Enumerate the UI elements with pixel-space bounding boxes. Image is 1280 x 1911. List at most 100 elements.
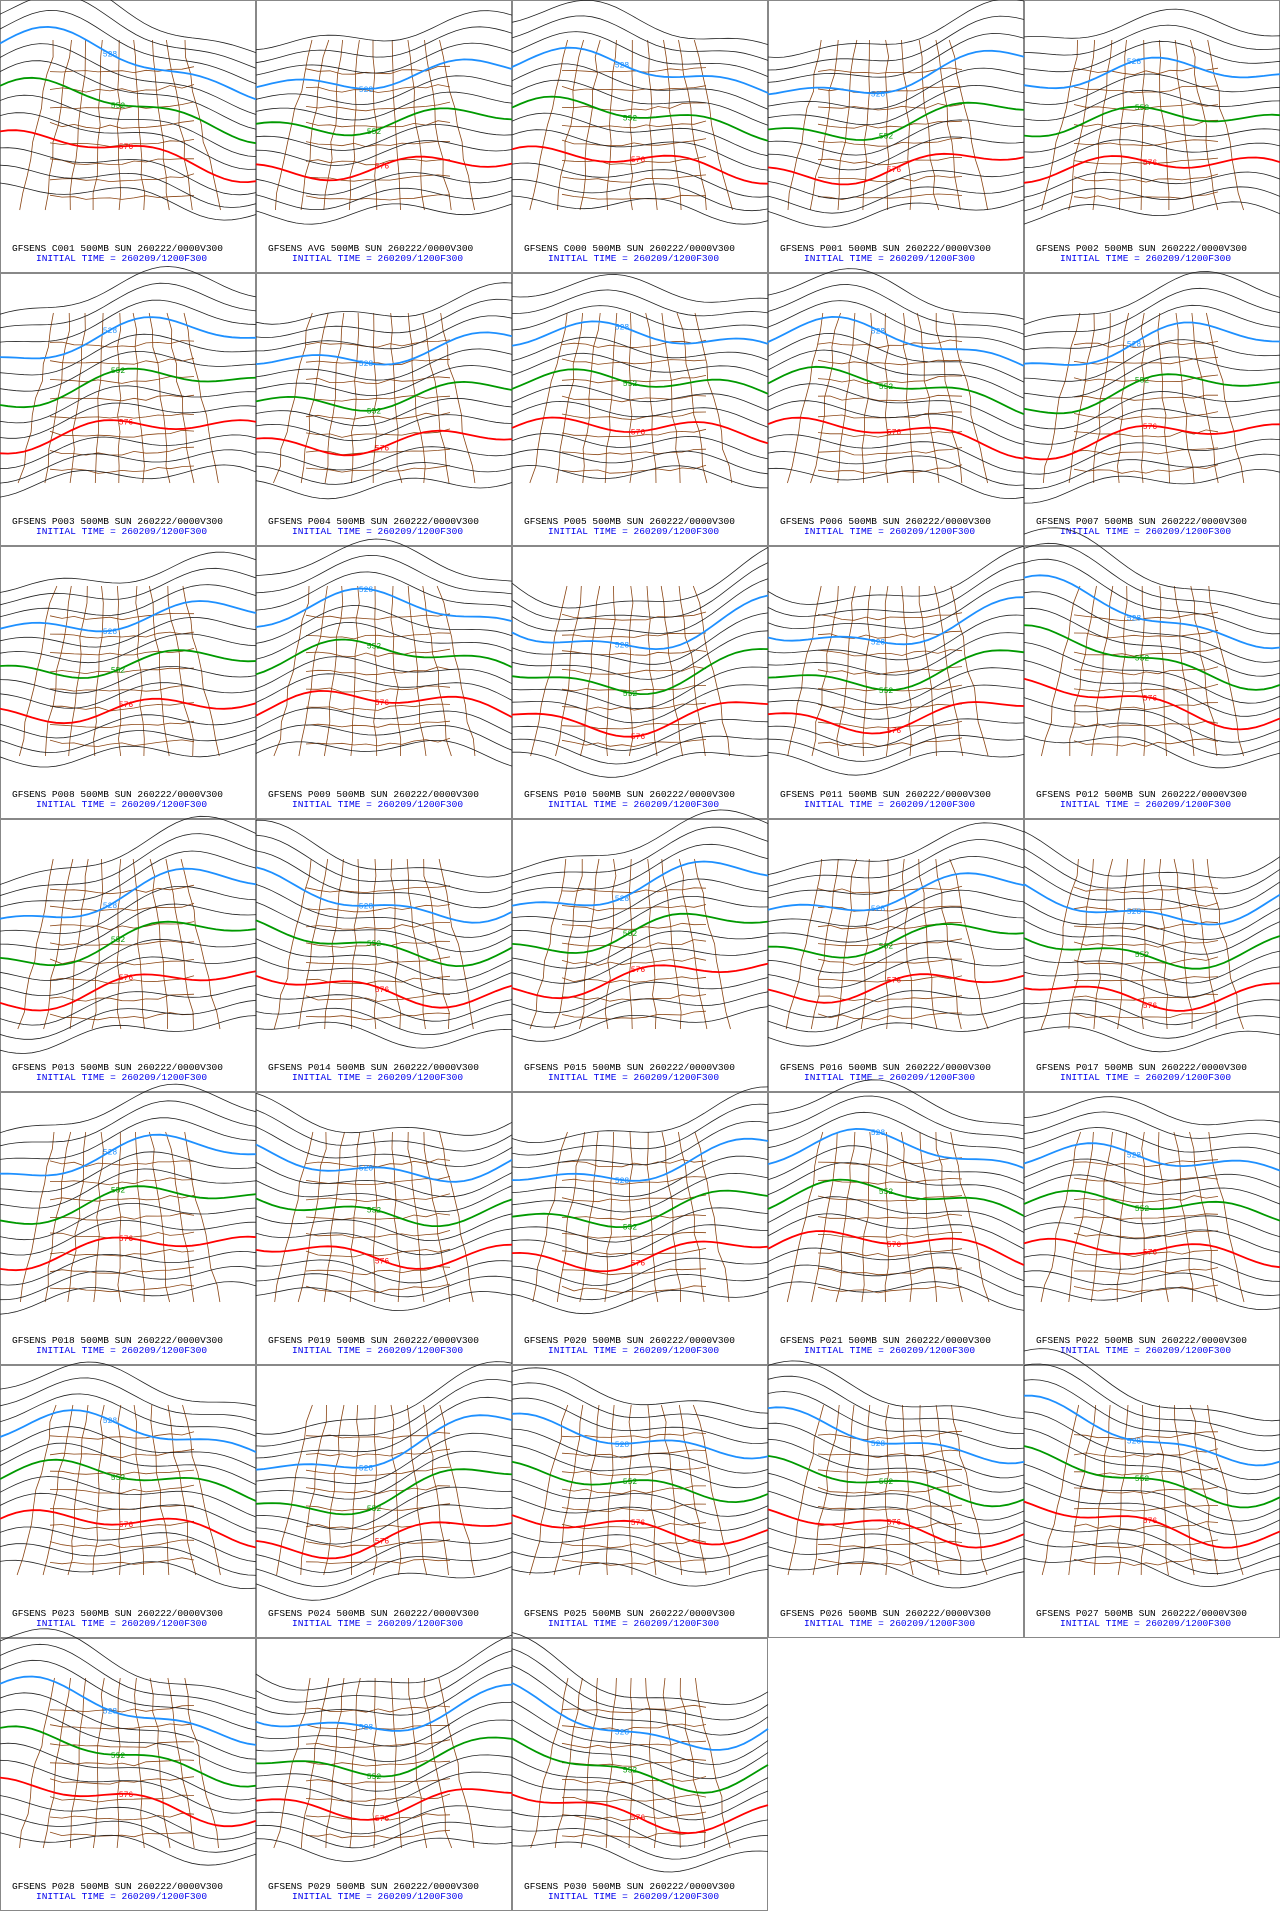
contour <box>255 1771 513 1806</box>
contour <box>1023 391 1280 430</box>
key-contour <box>255 429 513 457</box>
contour <box>1023 89 1280 122</box>
border-line <box>561 666 707 675</box>
border-line <box>439 39 475 211</box>
contour <box>511 465 769 489</box>
contour <box>1023 186 1280 212</box>
panel-border <box>0 273 256 546</box>
contour <box>767 1016 1025 1047</box>
panel-title: GFSENS P006 500MB SUN 260222/0000V300 <box>780 516 991 527</box>
contour <box>255 187 513 210</box>
contour <box>255 724 513 751</box>
border-line <box>1073 411 1219 420</box>
border-line <box>693 39 733 211</box>
border-line <box>817 1286 963 1294</box>
key-contour <box>511 701 769 738</box>
map-panel: 528 552 576 GFSENS P013 500MB SUN 260222/00… <box>0 815 257 1092</box>
contour-label: 576 <box>887 428 902 437</box>
border-line <box>678 585 706 757</box>
contour <box>1023 1158 1280 1188</box>
map-outline <box>530 1677 731 1849</box>
contour <box>1023 950 1280 984</box>
map-panel: 528 552 576 GFSENS P007 500MB SUN 260222/00… <box>1023 271 1280 546</box>
border-line <box>1119 39 1127 211</box>
contour <box>511 112 769 157</box>
border-line <box>305 737 451 747</box>
contour <box>255 993 513 1022</box>
contour <box>0 9 257 85</box>
contour <box>1023 24 1280 56</box>
contour <box>255 1273 513 1298</box>
contour <box>511 1397 769 1445</box>
contour-label: 528 <box>871 638 886 647</box>
contour <box>767 1561 1025 1589</box>
border-line <box>305 904 451 913</box>
border-line <box>116 39 122 211</box>
contour <box>255 91 513 121</box>
border-line <box>43 858 74 1030</box>
contour <box>0 1643 257 1715</box>
panel-title: GFSENS P002 500MB SUN 260222/0000V300 <box>1036 243 1247 254</box>
key-contour <box>0 419 257 455</box>
contour <box>511 15 769 61</box>
map-panel: 528 552 576 GFSENS P020 500MB SUN 260222/00… <box>511 1086 769 1365</box>
border-line <box>605 1404 615 1576</box>
border-line <box>606 39 617 211</box>
contour <box>0 815 257 885</box>
border-line <box>817 359 963 366</box>
key-contour <box>0 1458 257 1502</box>
contour <box>511 1444 769 1489</box>
contour <box>1023 716 1280 756</box>
initial-time: INITIAL TIME = 260209/1200F300 <box>548 1072 719 1083</box>
key-contour <box>511 1412 769 1460</box>
key-contour <box>767 152 1025 186</box>
panel-title: GFSENS P012 500MB SUN 260222/0000V300 <box>1036 789 1247 800</box>
border-line <box>390 1404 402 1576</box>
border-line <box>1073 1486 1219 1494</box>
panel-title: GFSENS P014 500MB SUN 260222/0000V300 <box>268 1062 479 1073</box>
border-line <box>817 1504 963 1511</box>
contour-label: 576 <box>887 977 902 986</box>
border-line <box>305 632 451 640</box>
border-line <box>557 39 584 211</box>
key-contour <box>511 1460 769 1504</box>
border-line <box>817 649 963 657</box>
key-contour <box>767 1406 1025 1465</box>
caption-bg <box>1026 241 1278 269</box>
contour <box>1023 339 1280 382</box>
panel-border <box>0 1092 256 1365</box>
key-contour <box>255 587 513 628</box>
panel-title: GFSENS P024 500MB SUN 260222/0000V300 <box>268 1608 479 1619</box>
key-contour <box>511 860 769 907</box>
contour <box>255 365 513 396</box>
contour <box>511 1367 769 1414</box>
contour <box>255 1162 513 1198</box>
border-line <box>49 446 195 456</box>
panel-title: GFSENS P017 500MB SUN 260222/0000V300 <box>1036 1062 1247 1073</box>
panel-border <box>256 1365 512 1638</box>
border-line <box>166 312 195 484</box>
border-line <box>561 1559 707 1566</box>
map-panel: 528 552 576 GFSENS AVG 500MB SUN 260222/000… <box>255 0 513 273</box>
contour <box>1023 73 1280 105</box>
border-line <box>884 1131 889 1303</box>
border-line <box>561 102 707 112</box>
border-line <box>305 1266 451 1276</box>
contour-label: 552 <box>1135 655 1150 664</box>
contour <box>255 477 513 500</box>
contour <box>255 298 513 339</box>
contour <box>767 199 1025 228</box>
contour <box>1023 999 1280 1026</box>
contour-label: 552 <box>623 114 638 123</box>
border-line <box>646 585 658 757</box>
border-line <box>785 858 823 1030</box>
map-panel: 528 552 576 GFSENS P015 500MB SUN 260222/00… <box>511 809 769 1092</box>
panel-title: GFSENS P011 500MB SUN 260222/0000V300 <box>780 789 991 800</box>
contour <box>767 1375 1024 1434</box>
border-line <box>1073 1213 1219 1220</box>
contour <box>0 299 257 343</box>
border-line <box>305 1829 451 1839</box>
border-line <box>561 1466 707 1476</box>
contour <box>0 956 257 996</box>
